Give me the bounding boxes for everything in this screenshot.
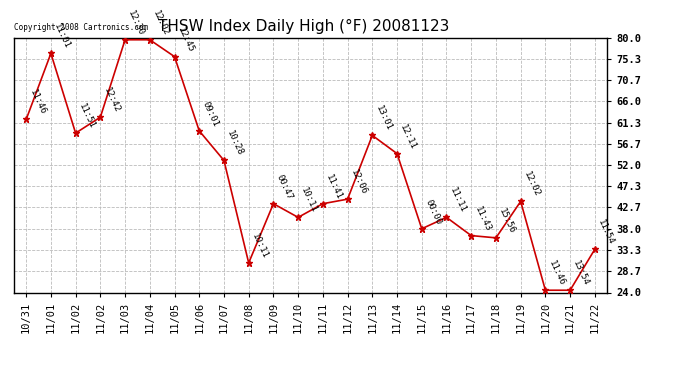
Text: 11:46: 11:46 [546,259,566,288]
Text: 12:02: 12:02 [522,171,542,199]
Text: 11:46: 11:46 [28,88,47,117]
Text: 10:11: 10:11 [250,232,270,260]
Text: 11:01: 11:01 [52,22,72,51]
Text: 10:28: 10:28 [226,129,245,158]
Text: THSW Index Daily High (°F) 20081123: THSW Index Daily High (°F) 20081123 [158,19,449,34]
Text: 11:41: 11:41 [324,173,344,201]
Text: 13:01: 13:01 [374,105,393,133]
Text: 12:42: 12:42 [101,86,121,114]
Text: 12:45: 12:45 [176,26,195,54]
Text: 12:11: 12:11 [398,123,418,151]
Text: 12:30: 12:30 [126,9,146,37]
Text: 09:01: 09:01 [201,100,220,128]
Text: 15:56: 15:56 [497,207,517,235]
Text: 12:02: 12:02 [151,9,170,37]
Text: 10:11: 10:11 [299,186,319,214]
Text: Copyright 2008 Cartronics.com: Copyright 2008 Cartronics.com [14,23,148,32]
Text: 12:06: 12:06 [349,168,368,196]
Text: 11:11: 11:11 [448,186,467,214]
Text: 11:43: 11:43 [473,205,492,233]
Text: 11:51: 11:51 [77,102,97,130]
Text: 00:47: 00:47 [275,173,295,201]
Text: 00:00: 00:00 [423,198,443,226]
Text: 11:54: 11:54 [596,218,615,246]
Text: 13:54: 13:54 [571,259,591,288]
